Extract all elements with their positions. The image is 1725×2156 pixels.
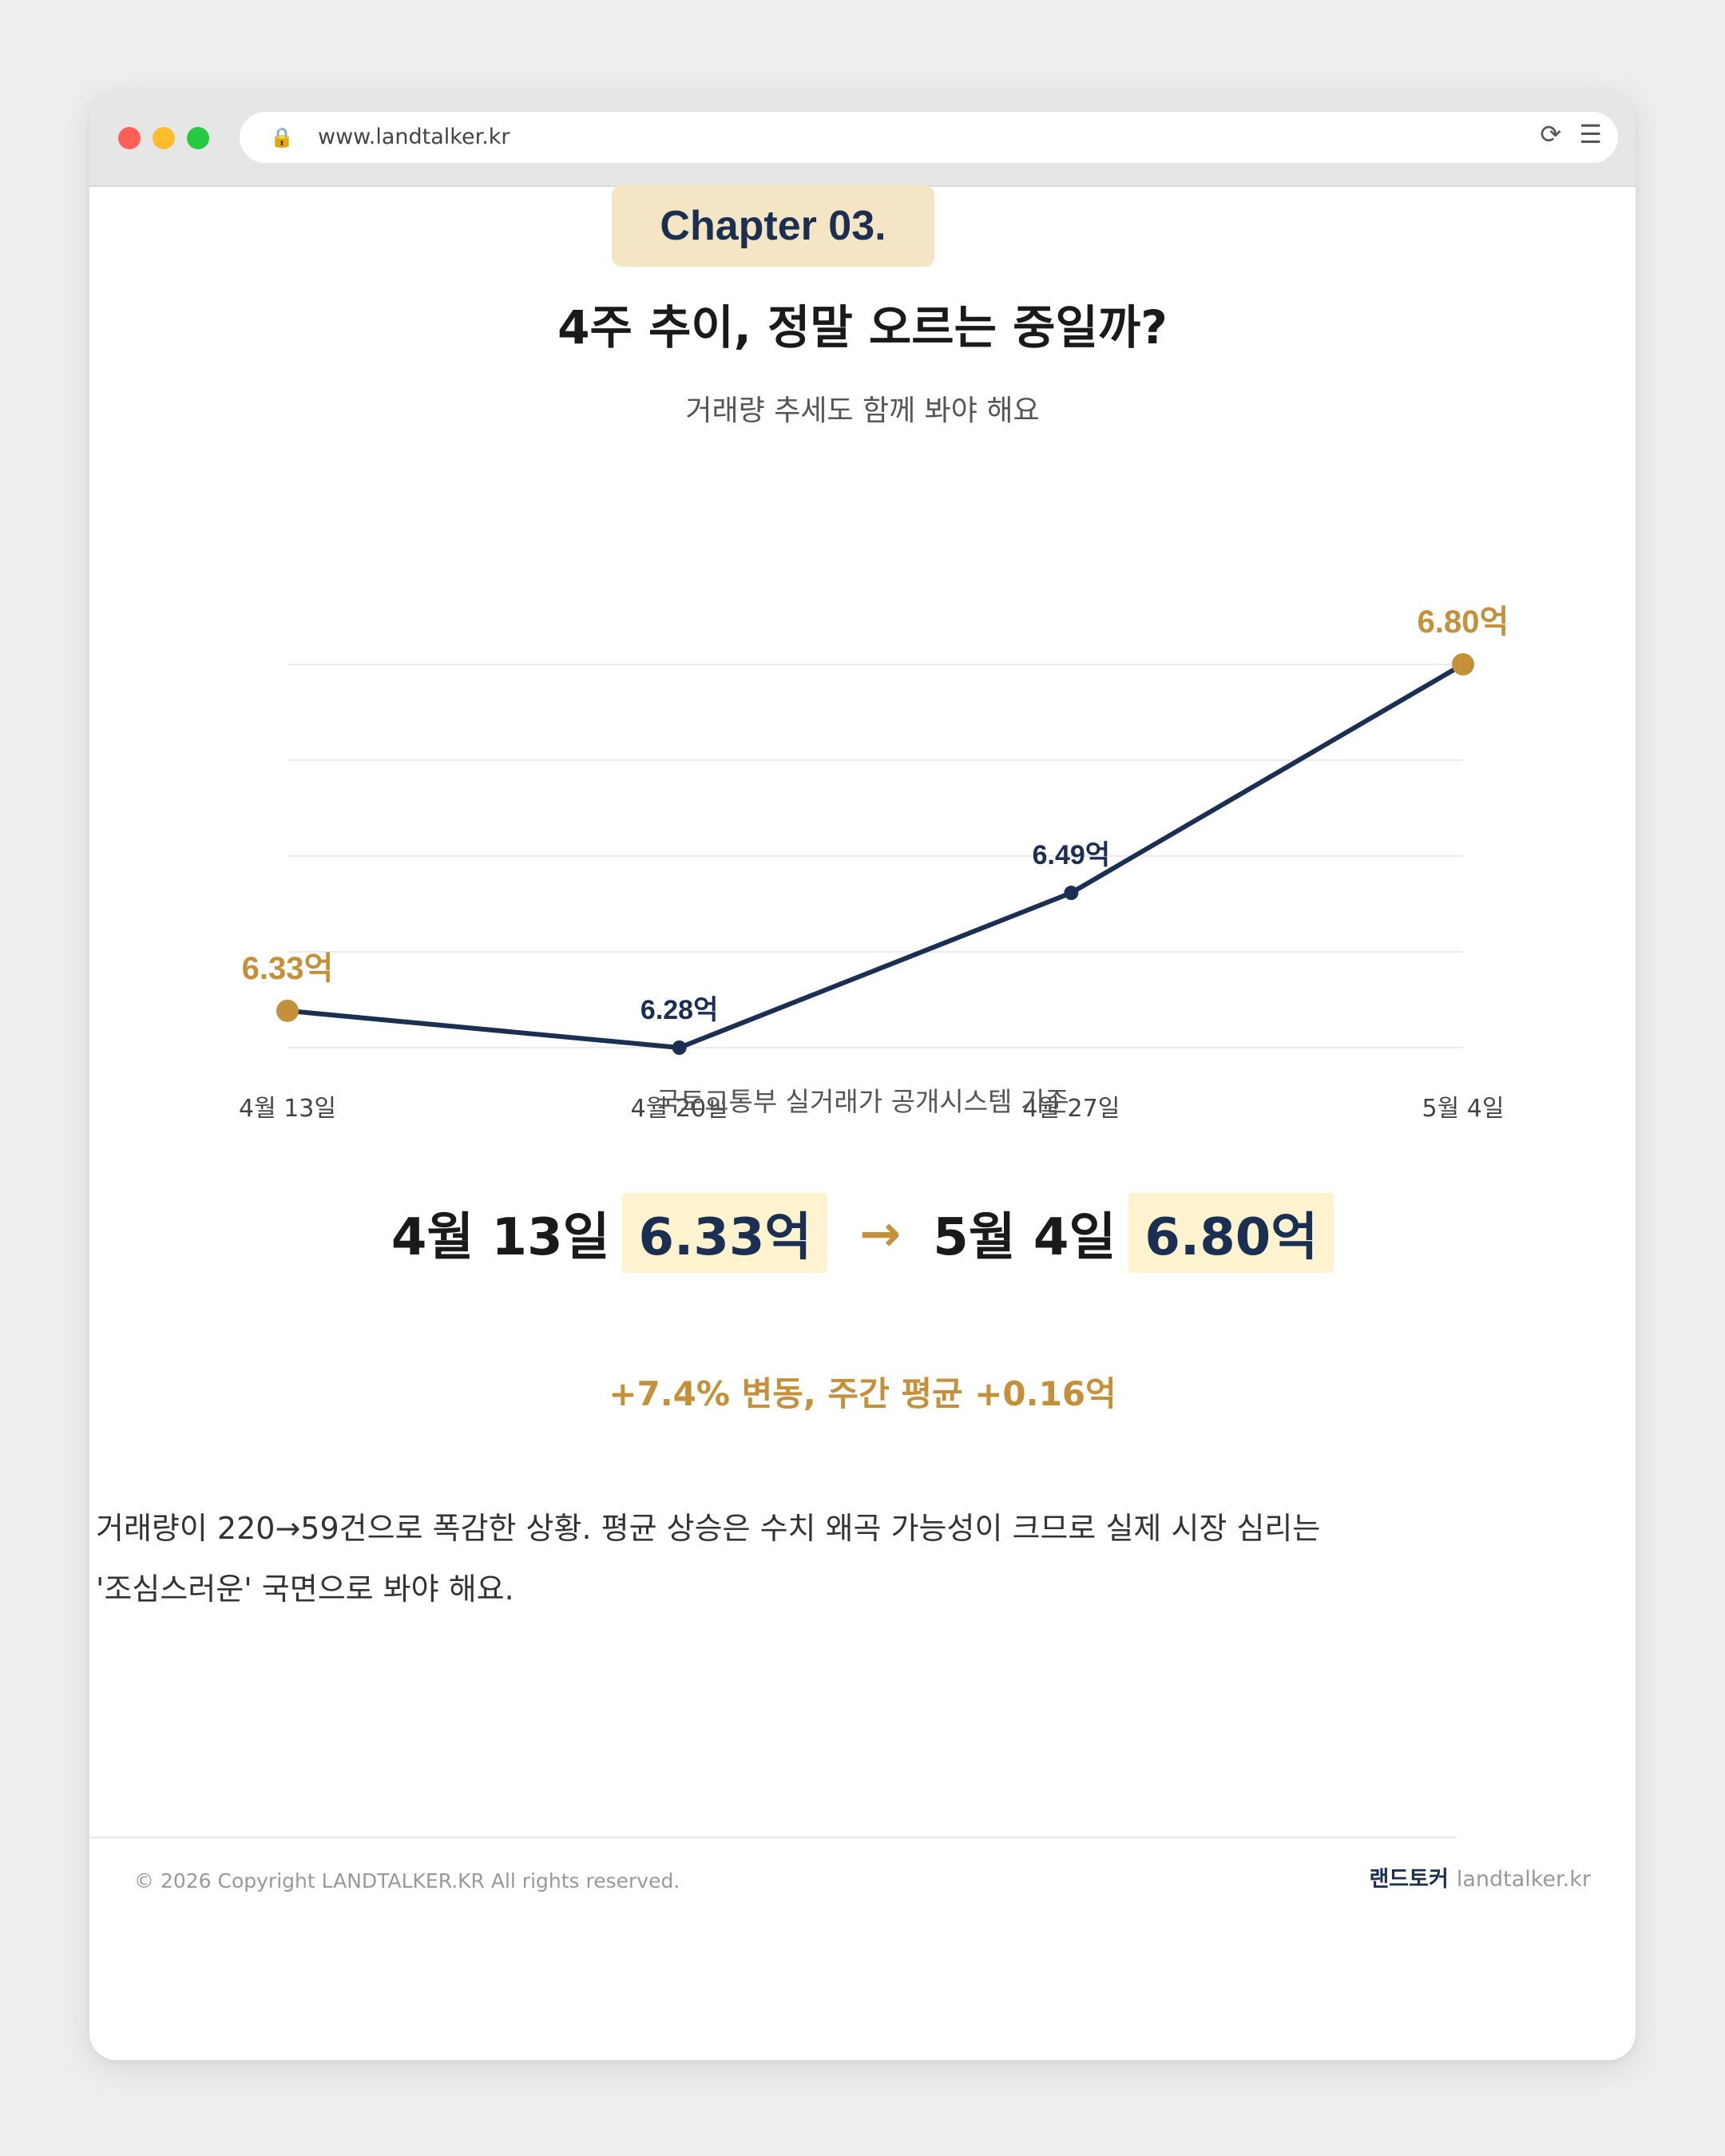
chart-source-note: 국토교통부 실거래가 공개시스템 기준 bbox=[656, 1086, 1069, 1117]
data-point bbox=[672, 1040, 687, 1055]
footer-brand[interactable]: 랜드토커 landtalker.kr bbox=[1369, 1864, 1591, 1896]
analysis-line-1: 거래량이 220→59건으로 폭감한 상황. 평균 상승은 수치 왜곡 가능성이… bbox=[96, 1511, 1321, 1546]
brand-name: 랜드토커 bbox=[1369, 1867, 1449, 1892]
footer-copyright: © 2026 Copyright LANDTALKER.KR All right… bbox=[134, 1869, 680, 1892]
data-label: 6.49억 bbox=[1033, 840, 1110, 870]
page-title: 4주 추이, 정말 오르는 중일까? bbox=[557, 300, 1168, 355]
chart-x-axis-labels: 4월 13일 4월 20일 4월 27일 5월 4일 bbox=[239, 1095, 1504, 1123]
chart-series-line bbox=[285, 662, 1465, 1050]
start-date: 4월 13일 bbox=[391, 1208, 610, 1267]
data-point bbox=[1452, 653, 1474, 676]
lock-icon: 🔒 bbox=[270, 126, 294, 149]
data-label: 6.28억 bbox=[640, 995, 718, 1025]
browser-titlebar: 🔒 www.landtalker.kr ⟳ ☰ bbox=[89, 91, 1636, 187]
x-axis-label: 4월 13일 bbox=[239, 1095, 336, 1123]
data-label: 6.33억 bbox=[242, 951, 334, 986]
analysis-line-2: '조심스러운' 국면으로 봐야 해요. bbox=[96, 1571, 514, 1607]
analysis-paragraph: 거래량이 220→59건으로 폭감한 상황. 평균 상승은 수치 왜곡 가능성이… bbox=[96, 1498, 1453, 1619]
data-point bbox=[1064, 886, 1079, 901]
page-subtitle: 거래량 추세도 함께 봐야 해요 bbox=[685, 394, 1040, 427]
chart-grid bbox=[288, 664, 1463, 1048]
close-window-button[interactable] bbox=[118, 127, 141, 149]
address-bar[interactable]: 🔒 www.landtalker.kr bbox=[240, 112, 1618, 163]
price-comparison: 4월 13일 6.33억 → 5월 4일 6.80억 bbox=[0, 1190, 1725, 1276]
x-axis-label: 4월 27일 bbox=[1022, 1095, 1120, 1123]
chart-data-labels: 6.33억 6.28억 6.49억 6.80억 bbox=[242, 604, 1509, 1025]
url-text: www.landtalker.kr bbox=[318, 125, 510, 149]
end-date: 5월 4일 bbox=[933, 1208, 1116, 1267]
start-value: 6.33억 bbox=[622, 1193, 828, 1273]
x-axis-label: 5월 4일 bbox=[1422, 1095, 1505, 1123]
end-value: 6.80억 bbox=[1128, 1193, 1334, 1273]
chart-points bbox=[276, 653, 1474, 1055]
x-axis-label: 4월 20일 bbox=[631, 1095, 728, 1123]
reload-menu-icons[interactable]: ⟳ ☰ bbox=[1540, 119, 1607, 149]
chapter-badge: Chapter 03. bbox=[612, 185, 934, 267]
footer-divider bbox=[89, 1837, 1457, 1838]
data-point bbox=[276, 999, 299, 1022]
data-label: 6.80억 bbox=[1418, 604, 1509, 640]
browser-window: 🔒 www.landtalker.kr ⟳ ☰ bbox=[89, 91, 1636, 2060]
maximize-window-button[interactable] bbox=[187, 127, 209, 149]
arrow-right-icon: → bbox=[859, 1203, 902, 1262]
price-trend-chart: 6.33억 6.28억 6.49억 6.80억 4월 13일 4월 20일 4월 27일 5… bbox=[239, 604, 1509, 1123]
change-summary: +7.4% 변동, 주간 평균 +0.16억 bbox=[609, 1374, 1116, 1413]
brand-site: landtalker.kr bbox=[1456, 1867, 1591, 1892]
minimize-window-button[interactable] bbox=[153, 127, 175, 149]
